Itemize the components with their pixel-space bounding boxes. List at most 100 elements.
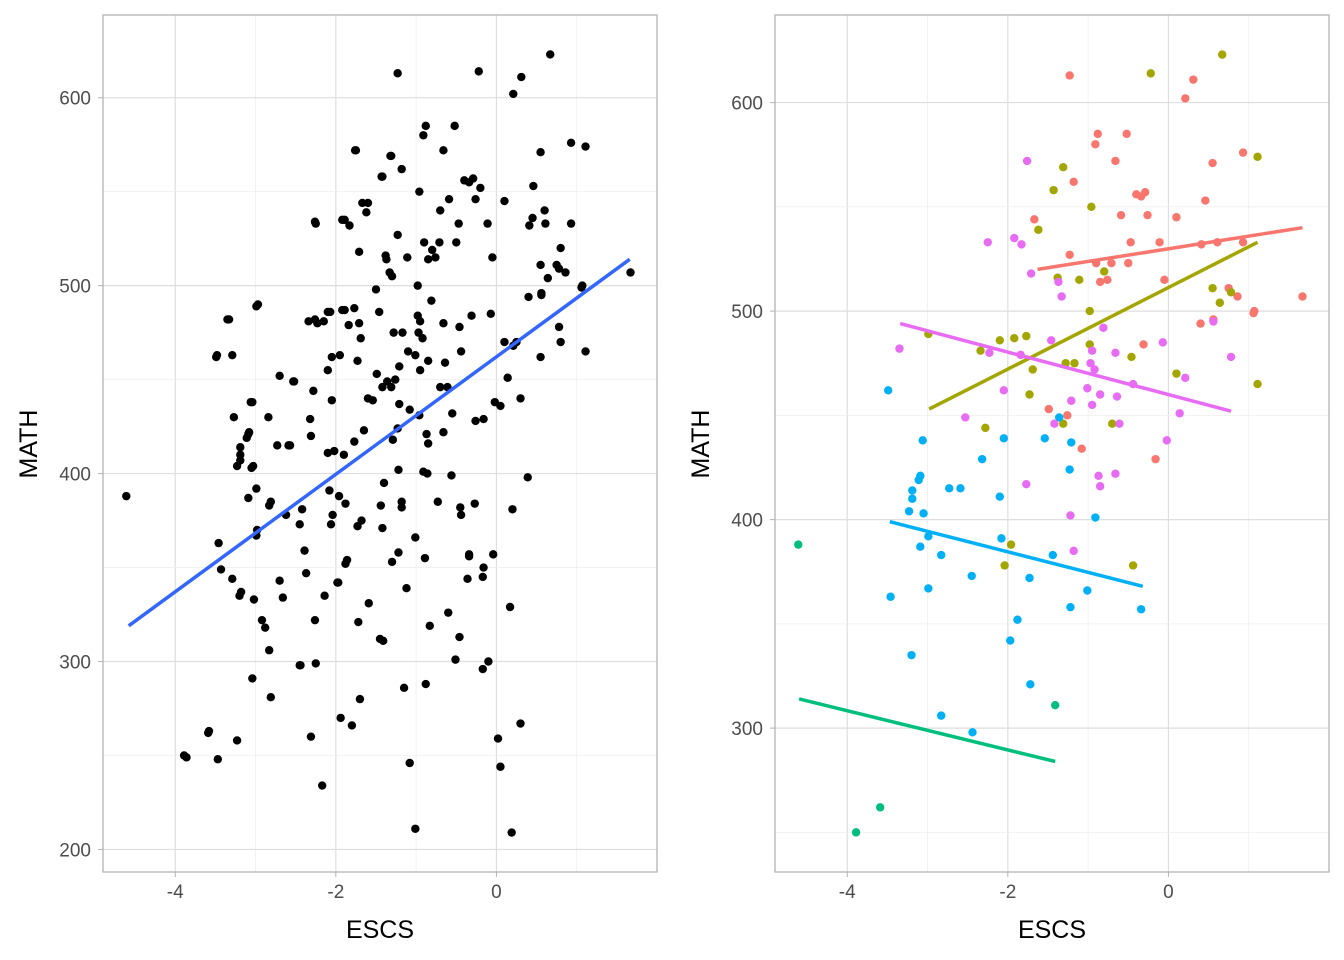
data-point bbox=[484, 657, 493, 666]
data-point bbox=[508, 505, 517, 514]
x-tick-label: 0 bbox=[491, 882, 502, 903]
data-point bbox=[556, 337, 565, 347]
data-point bbox=[300, 546, 309, 555]
data-point bbox=[387, 557, 397, 567]
data-point bbox=[439, 146, 448, 155]
data-point bbox=[379, 478, 389, 488]
data-point-group-2 bbox=[1226, 288, 1236, 297]
data-point bbox=[356, 334, 365, 343]
data-point-group-4 bbox=[1066, 602, 1075, 612]
data-point-group-1 bbox=[1103, 275, 1112, 285]
data-point bbox=[431, 253, 440, 262]
data-point bbox=[394, 465, 403, 475]
data-point-group-5 bbox=[1112, 392, 1122, 401]
data-point bbox=[305, 414, 315, 424]
data-point bbox=[397, 503, 406, 512]
left-x-axis-title: ESCS bbox=[346, 916, 414, 944]
data-point bbox=[536, 352, 545, 362]
data-point bbox=[204, 726, 214, 736]
data-point bbox=[486, 309, 495, 319]
data-point bbox=[444, 194, 454, 204]
data-point bbox=[372, 369, 381, 379]
data-point bbox=[422, 429, 431, 439]
data-point bbox=[359, 426, 369, 435]
data-point bbox=[252, 484, 261, 493]
data-point-group-1 bbox=[1201, 196, 1210, 205]
data-point bbox=[523, 473, 532, 482]
data-point bbox=[471, 194, 480, 204]
panel-border bbox=[102, 14, 658, 873]
data-point-group-4 bbox=[916, 542, 925, 551]
data-point-group-1 bbox=[1249, 308, 1258, 318]
data-point bbox=[244, 493, 253, 503]
data-point-group-5 bbox=[1115, 419, 1124, 428]
data-point bbox=[436, 206, 445, 215]
data-point bbox=[351, 146, 361, 155]
data-point bbox=[260, 623, 270, 632]
data-point-group-2 bbox=[1215, 298, 1225, 307]
data-point-group-1 bbox=[1116, 210, 1126, 220]
data-point bbox=[433, 497, 443, 506]
data-point-group-1 bbox=[1030, 215, 1039, 224]
data-point-group-1 bbox=[1069, 177, 1078, 187]
data-point bbox=[467, 311, 476, 320]
data-point bbox=[378, 382, 387, 392]
data-point-group-1 bbox=[1196, 319, 1205, 328]
data-point-group-2 bbox=[995, 336, 1005, 345]
y-tick-label: 300 bbox=[59, 653, 91, 674]
fit-line-group-3 bbox=[798, 697, 1056, 764]
data-point bbox=[376, 501, 386, 510]
data-point-group-4 bbox=[1065, 465, 1074, 474]
data-point-group-2 bbox=[1108, 419, 1117, 428]
data-point bbox=[325, 486, 334, 495]
data-point bbox=[399, 683, 409, 693]
data-point-group-1 bbox=[1095, 277, 1105, 287]
data-point bbox=[375, 634, 385, 644]
data-point bbox=[253, 300, 263, 309]
data-point bbox=[517, 72, 526, 82]
data-point bbox=[496, 762, 505, 771]
data-point-group-2 bbox=[1075, 275, 1084, 285]
data-point-group-2 bbox=[1010, 333, 1019, 343]
data-point bbox=[387, 272, 397, 281]
data-point-group-2 bbox=[1025, 390, 1034, 399]
data-point bbox=[244, 428, 254, 437]
data-point-group-3 bbox=[1051, 700, 1060, 710]
data-point bbox=[470, 499, 479, 508]
data-point-group-4 bbox=[967, 571, 976, 581]
data-point bbox=[304, 317, 313, 326]
data-point bbox=[393, 69, 402, 78]
data-point bbox=[306, 431, 316, 441]
data-point-group-4 bbox=[1006, 636, 1015, 645]
data-point-group-5 bbox=[1083, 384, 1092, 393]
data-point-group-2 bbox=[1172, 369, 1181, 378]
data-point bbox=[236, 587, 246, 597]
data-point bbox=[456, 347, 466, 356]
data-point bbox=[403, 253, 412, 262]
data-point bbox=[378, 523, 387, 533]
data-point-group-1 bbox=[1208, 158, 1217, 168]
data-point bbox=[483, 219, 492, 228]
data-point-group-5 bbox=[1017, 240, 1026, 249]
data-point-group-2 bbox=[1146, 69, 1155, 78]
data-point bbox=[556, 243, 565, 253]
data-point-group-2 bbox=[1022, 331, 1031, 341]
data-point bbox=[122, 491, 131, 501]
data-point bbox=[311, 659, 320, 668]
data-point bbox=[413, 281, 422, 290]
x-tick-label: -2 bbox=[327, 882, 344, 903]
data-point-group-2 bbox=[976, 346, 985, 355]
data-point-group-4 bbox=[908, 486, 917, 495]
data-point bbox=[536, 147, 545, 157]
data-point-group-4 bbox=[907, 650, 916, 660]
data-point-group-5 bbox=[1026, 269, 1036, 278]
data-point bbox=[363, 198, 373, 208]
data-point bbox=[419, 131, 428, 140]
y-tick-label: 600 bbox=[731, 94, 763, 115]
data-point bbox=[232, 736, 242, 745]
data-point bbox=[402, 584, 411, 593]
fit-line-group-1 bbox=[1037, 225, 1303, 272]
data-point-group-2 bbox=[981, 423, 990, 433]
data-point bbox=[540, 206, 549, 215]
data-point bbox=[382, 255, 391, 264]
